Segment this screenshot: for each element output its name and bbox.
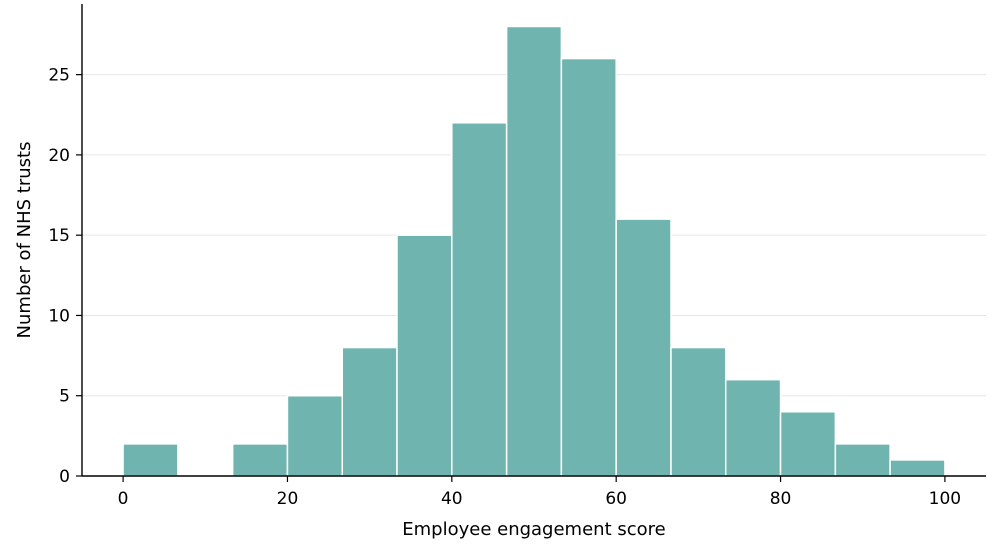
x-tick-label-80: 80 [770, 489, 792, 509]
bars [122, 25, 946, 477]
bar-bin-10 [670, 346, 727, 477]
y-tick-label-15: 15 [48, 226, 70, 246]
bar-bin-5 [396, 234, 453, 477]
y-tick-label-5: 5 [59, 387, 70, 407]
x-tick-label-60: 60 [605, 489, 627, 509]
x-tick-label-100: 100 [929, 489, 961, 509]
bar-bin-11 [724, 378, 782, 477]
bar-bin-3 [286, 394, 344, 477]
bar-bin-4 [341, 346, 398, 477]
bar-bin-6 [451, 122, 508, 477]
y-tick-label-20: 20 [48, 146, 70, 166]
bar-bin-12 [779, 411, 837, 477]
bar-bin-9 [615, 218, 672, 477]
x-tick-label-40: 40 [441, 489, 463, 509]
y-tick-label-10: 10 [48, 306, 70, 326]
x-tick-label-0: 0 [118, 489, 129, 509]
bar-bin-8 [560, 57, 617, 477]
bar-bin-14 [889, 459, 946, 477]
y-tick-label-0: 0 [59, 467, 70, 487]
x-tick-label-20: 20 [277, 489, 299, 509]
bar-bin-2 [231, 443, 289, 477]
bar-bin-7 [505, 25, 563, 477]
bar-bin-13 [834, 443, 891, 477]
ticks: 0 5 10 15 20 25 0 20 40 60 80 100 [48, 66, 961, 509]
y-tick-label-25: 25 [48, 66, 70, 86]
y-axis-title: Number of NHS trusts [14, 142, 35, 339]
x-axis-title: Employee engagement score [402, 519, 665, 540]
axes [81, 4, 986, 477]
bar-bin-0 [122, 443, 179, 477]
